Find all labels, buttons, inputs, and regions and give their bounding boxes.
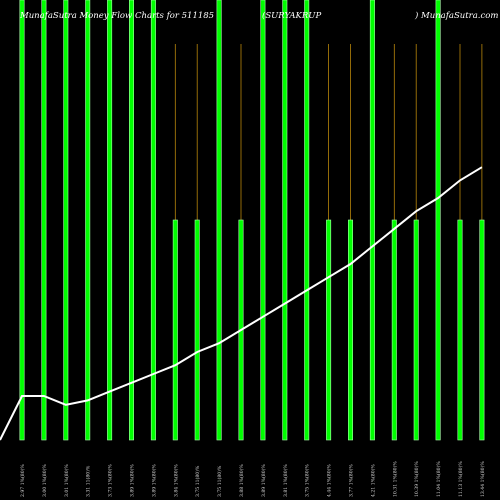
money-flow-bar [369,0,375,441]
x-tick-label: 10.31 1%(80)% [391,461,398,497]
header-center: (SURYAKRUP [262,10,321,21]
x-tick-label: 3.84 1%(80)% [172,464,179,497]
x-tick-labels: 2.97 1%(80)% 3.00 1%(80)% 3.01 1%(80)% 3.31… [19,461,486,497]
money-flow-bar [194,219,200,441]
x-tick-label: 10.39 1%(80)% [413,461,420,497]
money-flow-bar [304,0,310,441]
money-flow-bar [347,219,353,441]
money-flow-bar [435,0,441,441]
x-tick-label: 11.04 1%(80)% [435,461,442,497]
money-flow-bar [260,0,266,441]
x-tick-label: 3.89 1%(80)% [150,464,157,497]
trend-group [0,166,483,441]
header-left: MunafaSutra Money Flow Charts for 511185 [19,11,214,21]
x-tick-label: 4.21 1%(80)% [369,464,376,497]
x-tick-label: 3.73 1%(80)% [107,464,114,497]
money-flow-bar [326,219,332,441]
x-tick-label: 3.89 1%(80)% [260,464,267,497]
money-flow-bar [391,219,397,441]
x-tick-label: 11.13 1%(80)% [457,461,464,497]
x-tick-label: 3.75 11(80)% [216,465,223,497]
money-flow-bar [107,0,113,441]
money-flow-bar [129,0,135,441]
money-flow-bar [457,219,463,441]
money-flow-bar [172,219,178,441]
wick-group [174,44,483,220]
x-tick-label: 3.88 1%(80)% [238,464,245,497]
x-tick-label: 3.01 1%(80)% [63,464,70,497]
x-tick-label: 13.44 1%(80)% [479,461,486,497]
x-tick-label: 3.89 1%(80)% [129,464,136,497]
money-flow-bar [19,0,25,441]
x-tick-label: 3.75 1%(80)% [304,464,311,497]
money-flow-bar [479,219,485,441]
x-tick-label: 3.75 11(80)% [194,465,201,497]
money-flow-bar [63,0,69,441]
money-flow-bar [282,0,288,441]
x-tick-label: 4.44 1%(80)% [326,464,333,497]
trend-line [0,166,483,441]
money-flow-bar [216,0,222,441]
x-tick-label: 3.31 11(80)% [85,465,92,497]
money-flow-bar [85,0,91,441]
x-tick-label: 2.97 1%(80)% [19,464,26,497]
x-tick-label: 3.77 1%(80)% [348,464,355,497]
bar-group [19,0,485,441]
money-flow-bar [41,0,47,441]
x-tick-label: 3.81 1%(80)% [282,464,289,497]
money-flow-bar [413,219,419,441]
header-right: ) MunafaSutra.com [414,10,498,21]
money-flow-bar [150,0,156,441]
x-tick-label: 3.00 1%(80)% [41,464,48,497]
